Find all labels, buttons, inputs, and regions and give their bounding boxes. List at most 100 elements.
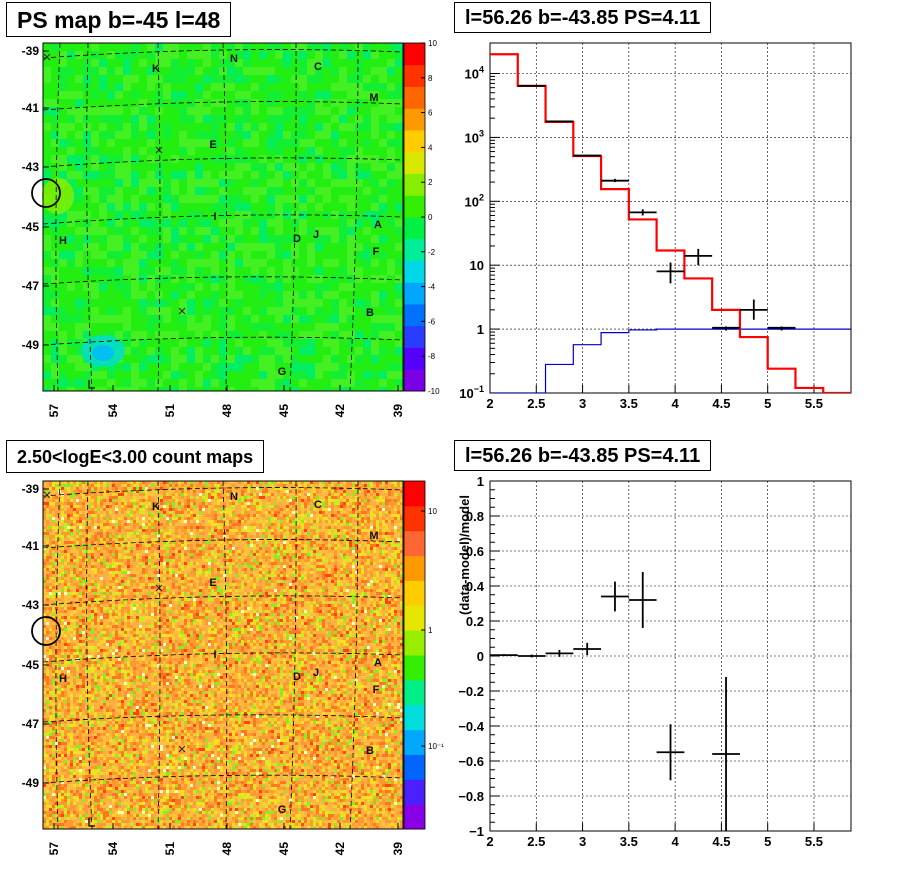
count-map-source-label-f: F bbox=[373, 684, 380, 696]
count-map-colorbar-segment bbox=[404, 754, 425, 779]
residual-x-tick: 2 bbox=[486, 834, 493, 849]
count-map-y-tick: -47 bbox=[22, 717, 40, 731]
ps-map-source-label-n: N bbox=[230, 53, 238, 65]
count-map-source-label-g: G bbox=[278, 804, 287, 816]
count-map-colorbar-segment bbox=[404, 556, 425, 581]
residual-y-tick: −0.2 bbox=[458, 684, 484, 699]
count-map-source-label-i: I bbox=[213, 649, 216, 661]
ps-map-x-tick: 51 bbox=[163, 404, 177, 418]
residual-x-tick: 3 bbox=[579, 834, 586, 849]
residual-y-tick: 1 bbox=[477, 474, 484, 489]
spectrum-y-tick: 102 bbox=[465, 192, 484, 209]
count-map-x-tick: 45 bbox=[277, 842, 291, 856]
ps-map-warm-spot bbox=[42, 178, 74, 214]
count-map-y-tick: -43 bbox=[22, 598, 40, 612]
ps-map-source-label-e: E bbox=[209, 139, 216, 151]
spectrum-x-tick: 3.5 bbox=[620, 396, 638, 411]
residual-y-tick: −0.4 bbox=[458, 719, 484, 734]
count-map-colorbar-tick: 10 bbox=[428, 507, 437, 516]
spectrum-y-tick: 1 bbox=[477, 322, 484, 337]
ps-map-y-tick: -49 bbox=[22, 338, 40, 352]
residual-x-tick: 5.5 bbox=[805, 834, 823, 849]
ps-map-colorbar-segment bbox=[404, 304, 425, 326]
ps-map-x-tick: 54 bbox=[106, 404, 120, 418]
count-map-colorbar-tick: 10⁻¹ bbox=[428, 742, 444, 751]
spectrum-x-tick: 3 bbox=[579, 396, 586, 411]
spectrum-y-tick: 103 bbox=[465, 128, 484, 145]
residual-y-tick: −1 bbox=[469, 824, 484, 839]
count-map-y-tick: -39 bbox=[22, 482, 40, 496]
ps-map-colorbar-segment bbox=[404, 174, 425, 196]
spectrum-title: l=56.26 b=-43.85 PS=4.11 bbox=[454, 2, 711, 33]
count-map-source-label-d: D bbox=[293, 671, 301, 683]
ps-map-colorbar-segment bbox=[404, 152, 425, 174]
ps-map-cool-core bbox=[92, 345, 114, 361]
count-map-colorbar-segment bbox=[404, 705, 425, 730]
count-map-source-label-b: B bbox=[366, 745, 374, 757]
spectrum-x-tick: 5.5 bbox=[805, 396, 823, 411]
count-map-colorbar-segment bbox=[404, 531, 425, 556]
count-map-y-tick: -41 bbox=[22, 539, 40, 553]
count-map-source-label-h: H bbox=[59, 673, 67, 685]
count-map-colorbar-segment bbox=[404, 630, 425, 655]
ps-map-colorbar-tick: -10 bbox=[428, 387, 440, 396]
count-map-source-label-m: M bbox=[369, 530, 378, 542]
ps-map-colorbar-tick: 8 bbox=[428, 74, 433, 83]
count-map-x-tick: 39 bbox=[391, 842, 405, 856]
ps-map-source-label-h: H bbox=[59, 235, 67, 247]
ps-map-colorbar-segment bbox=[404, 43, 425, 65]
residual-y-tick: −0.8 bbox=[458, 789, 484, 804]
ps-map-x-tick: 42 bbox=[333, 404, 347, 418]
spectrum-x-tick: 5 bbox=[764, 396, 771, 411]
count-map-source-label-c: C bbox=[314, 499, 322, 511]
residual-x-tick: 4 bbox=[672, 834, 680, 849]
ps-map-x-tick: 45 bbox=[277, 404, 291, 418]
spectrum-x-tick: 4.5 bbox=[712, 396, 730, 411]
ps-map-colorbar-segment bbox=[404, 369, 425, 391]
ps-map-title: PS map b=-45 l=48 bbox=[6, 2, 231, 37]
count-map-colorbar-segment bbox=[404, 481, 425, 506]
count-map-map-texture bbox=[43, 481, 403, 829]
count-map-source-label-j: J bbox=[313, 667, 319, 679]
ps-map-colorbar-segment bbox=[404, 108, 425, 130]
count-map-colorbar-segment bbox=[404, 730, 425, 755]
count-map-colorbar-tick: 1 bbox=[428, 626, 433, 635]
residual-x-tick: 2.5 bbox=[527, 834, 545, 849]
ps-map-y-tick: -45 bbox=[22, 220, 40, 234]
ps-map-colorbar-segment bbox=[404, 261, 425, 283]
ps-map-source-label-d: D bbox=[293, 233, 301, 245]
ps-map-source-label-g: G bbox=[278, 366, 287, 378]
count-map-source-label-k: K bbox=[152, 501, 160, 513]
count-map-colorbar-segment bbox=[404, 804, 425, 829]
spectrum-x-tick: 4 bbox=[672, 396, 680, 411]
ps-map-source-label-i: I bbox=[213, 211, 216, 223]
spectrum-x-tick: 2.5 bbox=[527, 396, 545, 411]
residual-y-tick: −0.6 bbox=[458, 754, 484, 769]
ps-map-x-tick: 57 bbox=[47, 404, 61, 418]
residual-x-tick: 3.5 bbox=[620, 834, 638, 849]
residual-x-tick: 5 bbox=[764, 834, 771, 849]
ps-map-source-label-b: B bbox=[366, 307, 374, 319]
count-map-colorbar-segment bbox=[404, 680, 425, 705]
ps-map-colorbar-tick: -4 bbox=[428, 283, 436, 292]
residual-x-tick: 4.5 bbox=[712, 834, 730, 849]
count-map-x-tick: 48 bbox=[220, 842, 234, 856]
count-map-colorbar-segment bbox=[404, 605, 425, 630]
ps-map-colorbar-tick: 10 bbox=[428, 39, 437, 48]
count-map-source-label-n: N bbox=[230, 491, 238, 503]
ps-map-colorbar-tick: 2 bbox=[428, 178, 433, 187]
ps-map-colorbar-tick: -6 bbox=[428, 317, 436, 326]
ps-map-x-tick: 48 bbox=[220, 404, 234, 418]
ps-map-colorbar-segment bbox=[404, 348, 425, 370]
ps-map-y-tick: -43 bbox=[22, 160, 40, 174]
count-map-source-label-e: E bbox=[209, 577, 216, 589]
spectrum-y-tick: 104 bbox=[465, 64, 484, 81]
spectrum-y-tick: 10 bbox=[470, 258, 484, 273]
ps-map-colorbar-tick: -8 bbox=[428, 352, 436, 361]
count-map-x-tick: 57 bbox=[47, 842, 61, 856]
ps-map-colorbar-segment bbox=[404, 282, 425, 304]
ps-map-colorbar-segment bbox=[404, 87, 425, 109]
ps-map-colorbar-segment bbox=[404, 217, 425, 239]
